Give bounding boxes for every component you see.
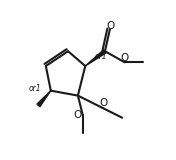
Text: O: O — [99, 98, 107, 108]
Text: O: O — [73, 110, 81, 120]
Text: O: O — [120, 53, 128, 63]
Text: O: O — [106, 21, 115, 31]
Polygon shape — [37, 91, 51, 107]
Text: or1: or1 — [29, 84, 42, 93]
Text: or1: or1 — [95, 52, 107, 61]
Polygon shape — [85, 50, 106, 66]
